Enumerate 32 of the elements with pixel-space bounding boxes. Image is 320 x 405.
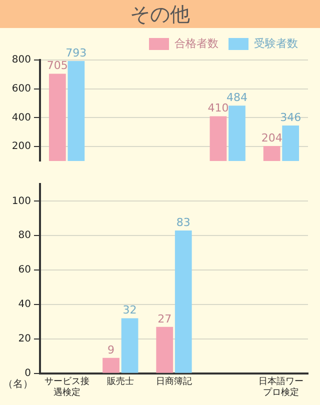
bar — [121, 318, 138, 373]
x-tick-label: サービス接遇検定 — [44, 376, 90, 398]
y-tick-label: 40 — [18, 299, 31, 310]
y-tick-label: 400 — [12, 112, 31, 124]
x-tick-label: 日商簿記 — [156, 376, 192, 388]
y-tick-label: 600 — [12, 83, 31, 94]
y-tick-label: 0 — [24, 368, 31, 379]
y-tick-label: 200 — [12, 141, 31, 152]
bar — [156, 326, 174, 373]
y-tick-label: 20 — [18, 334, 31, 345]
data-label: 27 — [158, 312, 172, 326]
data-label: 346 — [280, 110, 302, 124]
data-label: 204 — [261, 131, 282, 144]
y-axis-title: （名） — [3, 378, 33, 390]
y-tick-label: 100 — [12, 196, 31, 207]
bar — [102, 358, 120, 373]
data-label: 9 — [108, 343, 115, 356]
data-label: 793 — [66, 46, 87, 60]
legend-label: 合格者数 — [174, 36, 218, 50]
y-tick-label: 80 — [18, 230, 31, 242]
data-label: 410 — [208, 102, 229, 115]
x-tick-label: 日本語ワープロ検定 — [258, 376, 304, 398]
chart-title: その他 — [0, 0, 320, 28]
y-tick-label: 60 — [18, 264, 31, 276]
y-tick-label: 800 — [12, 54, 31, 66]
x-tick-label: 販売士 — [106, 376, 134, 388]
data-label: 705 — [46, 59, 68, 72]
data-label: 83 — [176, 216, 190, 229]
bar — [174, 230, 192, 373]
data-label: 484 — [226, 90, 248, 104]
legend-label: 受験者数 — [254, 36, 298, 50]
data-label: 32 — [122, 304, 137, 317]
